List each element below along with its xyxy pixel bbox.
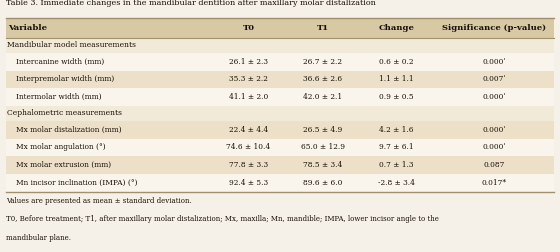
Text: Mx molar distalization (mm): Mx molar distalization (mm) (16, 126, 122, 134)
Bar (6, 18, 554, 38)
Bar (6, 106, 554, 121)
Text: 42.0 ± 2.1: 42.0 ± 2.1 (303, 93, 342, 101)
Text: 4.2 ± 1.6: 4.2 ± 1.6 (379, 126, 414, 134)
Text: Variable: Variable (8, 24, 48, 32)
Text: 1.1 ± 1.1: 1.1 ± 1.1 (379, 75, 414, 83)
Text: T0, Before treatment; T1, after maxillary molar distalization; Mx, maxilla; Mn, : T0, Before treatment; T1, after maxillar… (6, 215, 438, 224)
Text: Cephalometric measurements: Cephalometric measurements (7, 109, 122, 117)
Text: 41.1 ± 2.0: 41.1 ± 2.0 (229, 93, 268, 101)
Text: 0.6 ± 0.2: 0.6 ± 0.2 (379, 58, 414, 66)
Text: 0.000ʹ: 0.000ʹ (482, 93, 506, 101)
Text: 22.4 ± 4.4: 22.4 ± 4.4 (229, 126, 268, 134)
Text: Mx molar angulation (°): Mx molar angulation (°) (16, 143, 105, 151)
Text: Significance (p-value): Significance (p-value) (442, 24, 546, 32)
Text: Interpremolar width (mm): Interpremolar width (mm) (16, 75, 114, 83)
Bar (6, 71, 554, 88)
Bar (6, 53, 554, 71)
Text: 0.017*: 0.017* (482, 179, 507, 187)
Bar (6, 174, 554, 192)
Bar (6, 121, 554, 139)
Text: Table 3. Immediate changes in the mandibular dentition after maxillary molar dis: Table 3. Immediate changes in the mandib… (6, 0, 375, 7)
Text: mandibular plane.: mandibular plane. (6, 234, 71, 242)
Bar (6, 139, 554, 156)
Bar (6, 156, 554, 174)
Text: Intercanine width (mm): Intercanine width (mm) (16, 58, 104, 66)
Text: 0.9 ± 0.5: 0.9 ± 0.5 (379, 93, 414, 101)
Text: Mx molar extrusion (mm): Mx molar extrusion (mm) (16, 161, 111, 169)
Text: 26.1 ± 2.3: 26.1 ± 2.3 (229, 58, 268, 66)
Text: 35.3 ± 2.2: 35.3 ± 2.2 (229, 75, 268, 83)
Text: 0.7 ± 1.3: 0.7 ± 1.3 (379, 161, 414, 169)
Text: 0.000ʹ: 0.000ʹ (482, 58, 506, 66)
Text: Intermolar width (mm): Intermolar width (mm) (16, 93, 101, 101)
Text: 9.7 ± 6.1: 9.7 ± 6.1 (379, 143, 414, 151)
Text: 0.007ʹ: 0.007ʹ (482, 75, 506, 83)
Text: 77.8 ± 3.3: 77.8 ± 3.3 (229, 161, 268, 169)
Text: -2.8 ± 3.4: -2.8 ± 3.4 (378, 179, 415, 187)
Text: 26.5 ± 4.9: 26.5 ± 4.9 (303, 126, 342, 134)
Text: 92.4 ± 5.3: 92.4 ± 5.3 (229, 179, 268, 187)
Bar (6, 38, 554, 53)
Text: T1: T1 (316, 24, 329, 32)
Text: Mn incisor inclination (IMPA) (°): Mn incisor inclination (IMPA) (°) (16, 179, 137, 187)
Text: 0.087: 0.087 (483, 161, 505, 169)
Bar (6, 88, 554, 106)
Text: 65.0 ± 12.9: 65.0 ± 12.9 (301, 143, 344, 151)
Text: 36.6 ± 2.6: 36.6 ± 2.6 (303, 75, 342, 83)
Text: T0: T0 (242, 24, 254, 32)
Text: 74.6 ± 10.4: 74.6 ± 10.4 (226, 143, 270, 151)
Text: 0.000ʹ: 0.000ʹ (482, 126, 506, 134)
Text: 0.000ʹ: 0.000ʹ (482, 143, 506, 151)
Text: 78.5 ± 3.4: 78.5 ± 3.4 (303, 161, 342, 169)
Text: Mandibular model measurements: Mandibular model measurements (7, 41, 136, 49)
Text: Values are presented as mean ± standard deviation.: Values are presented as mean ± standard … (6, 197, 192, 205)
Text: 89.6 ± 6.0: 89.6 ± 6.0 (303, 179, 342, 187)
Text: Change: Change (379, 24, 414, 32)
Text: 26.7 ± 2.2: 26.7 ± 2.2 (303, 58, 342, 66)
